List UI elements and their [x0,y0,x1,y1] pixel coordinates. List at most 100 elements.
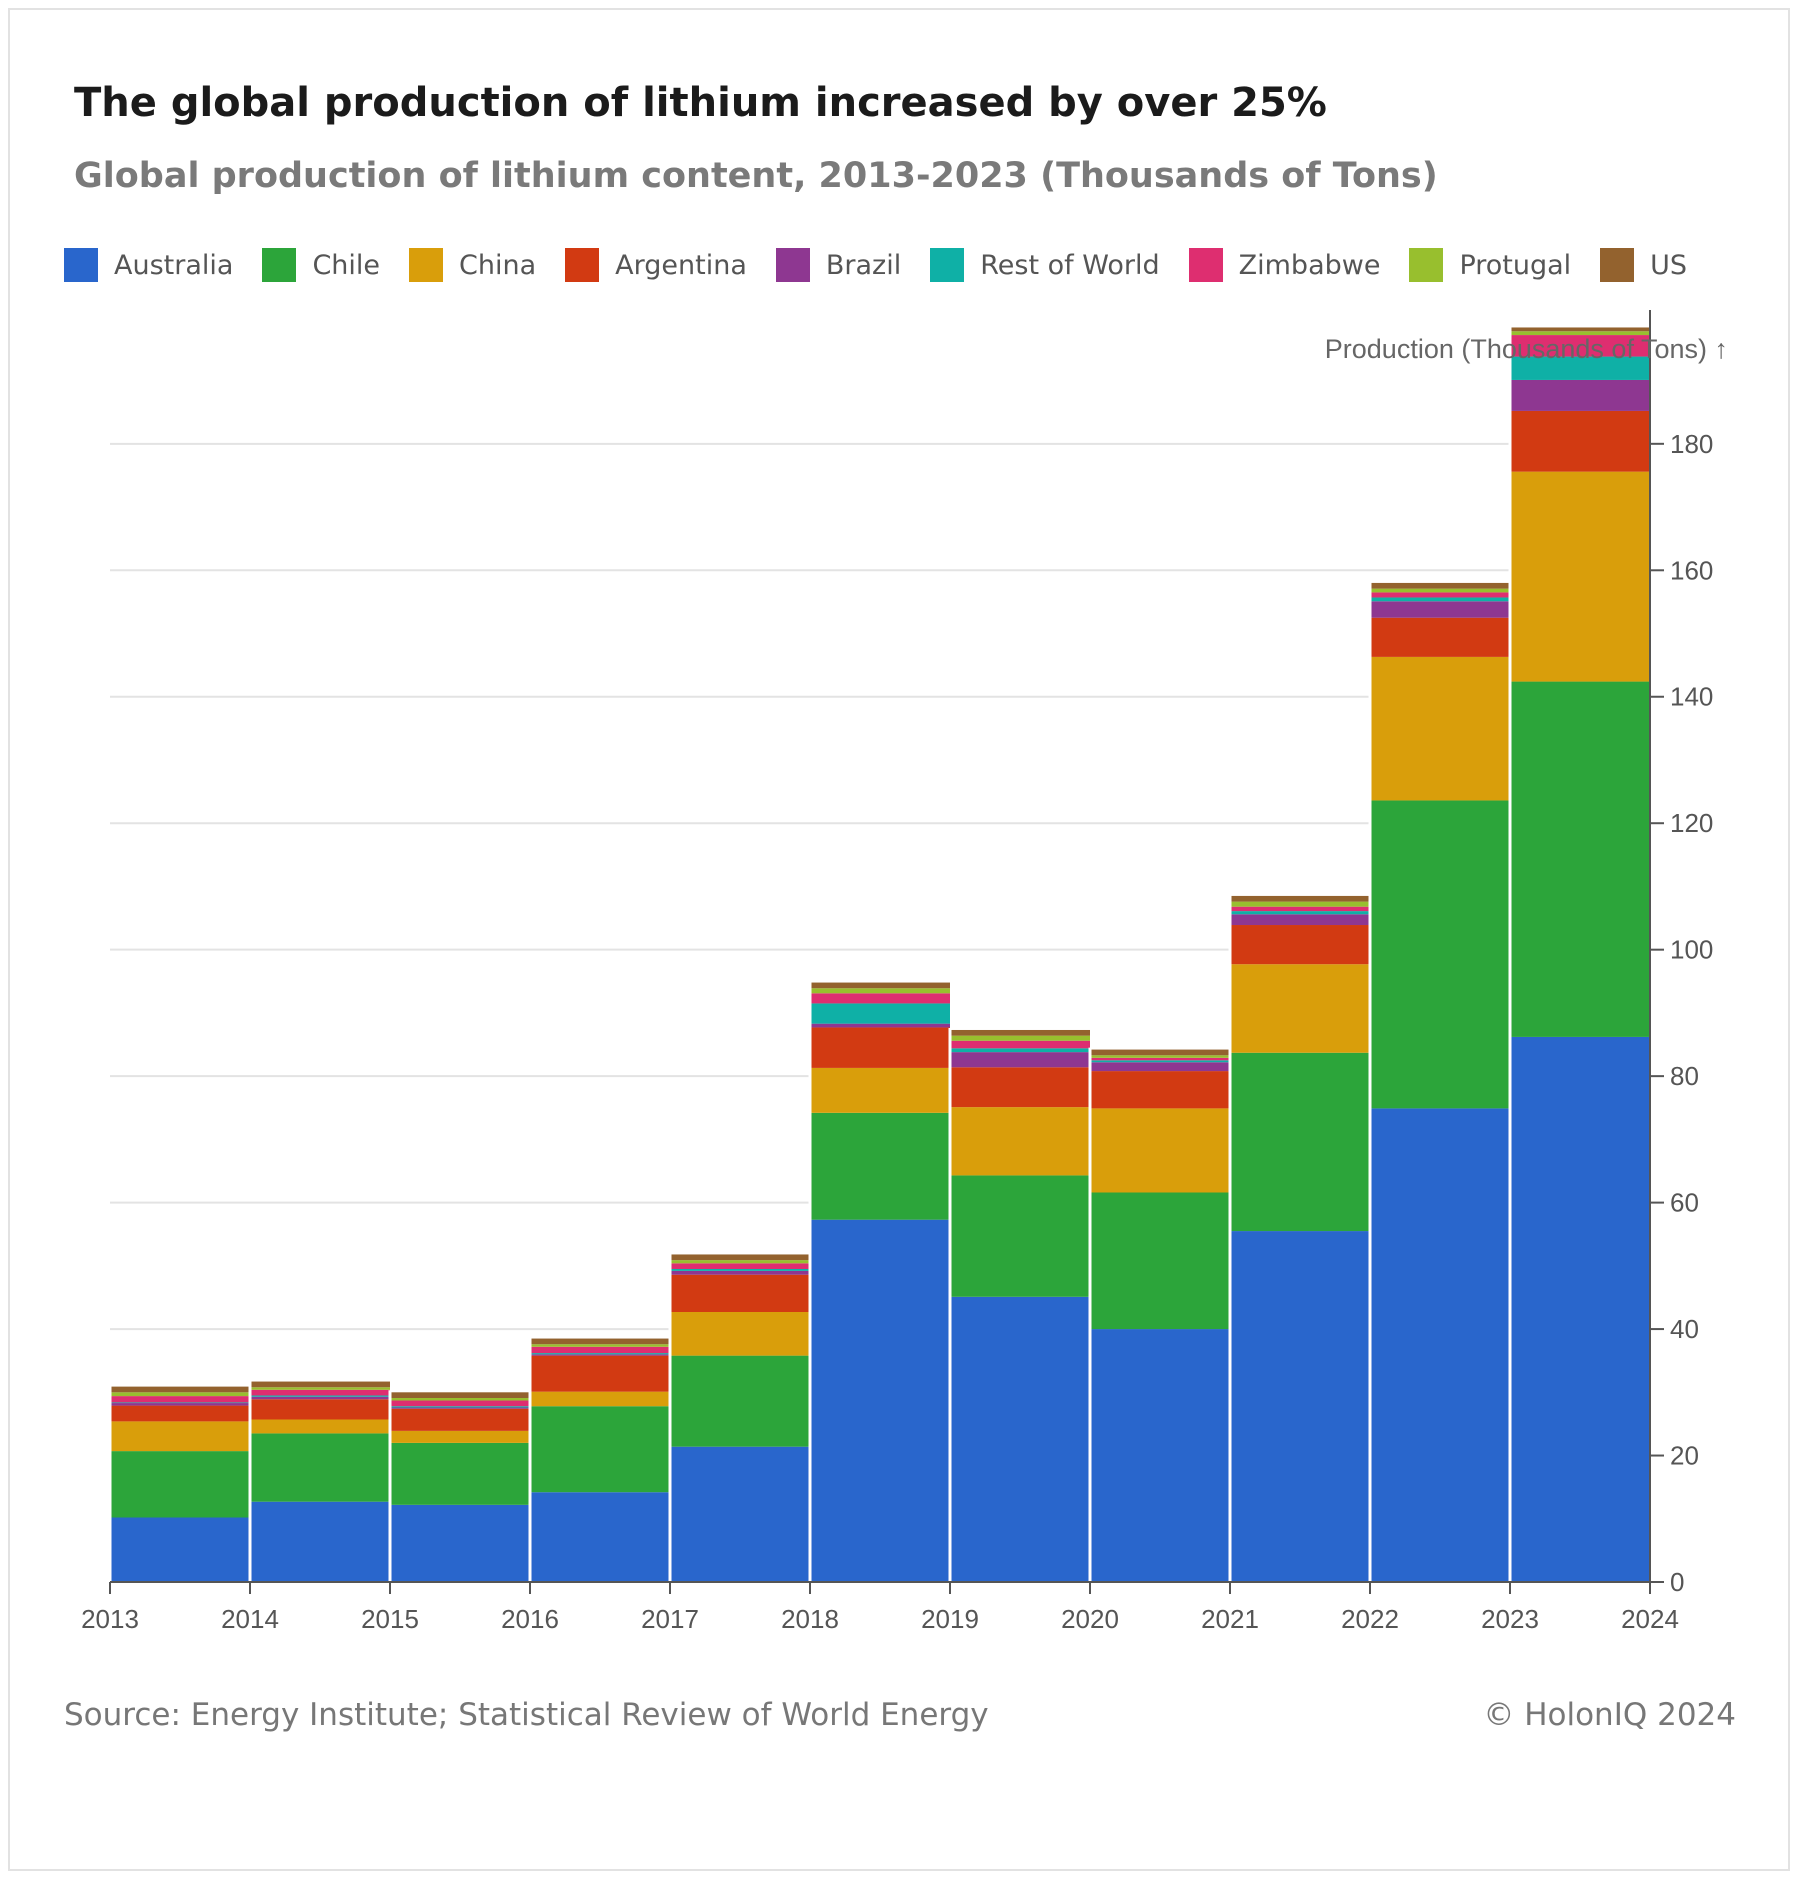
bar-segment-australia-2017[interactable] [670,1446,810,1582]
legend-item-us[interactable]: US [1600,248,1687,282]
bar-segment-protugal-2015[interactable] [390,1397,530,1401]
bar-segment-australia-2023[interactable] [1510,1036,1650,1582]
bar-segment-argentina-2014[interactable] [250,1399,390,1420]
bar-segment-zimbabwe-2023[interactable] [1510,335,1650,357]
bar-segment-zimbabwe-2015[interactable] [390,1400,530,1407]
bar-segment-protugal-2016[interactable] [530,1344,670,1347]
bar-segment-australia-2014[interactable] [250,1501,390,1582]
bar-segment-protugal-2022[interactable] [1370,588,1510,593]
bar-segment-argentina-2023[interactable] [1510,410,1650,472]
bar-segment-zimbabwe-2014[interactable] [250,1389,390,1396]
bar-segment-china-2015[interactable] [390,1430,530,1443]
bar-segment-australia-2015[interactable] [390,1504,530,1582]
bar-segment-protugal-2019[interactable] [950,1035,1090,1041]
bar-segment-rest-of-world-2018[interactable] [810,1003,950,1024]
bar-segment-rest-of-world-2017[interactable] [670,1269,810,1271]
bar-segment-china-2023[interactable] [1510,471,1650,682]
bar-segment-argentina-2013[interactable] [110,1405,250,1422]
bar-segment-australia-2016[interactable] [530,1492,670,1582]
legend-item-chile[interactable]: Chile [262,248,380,282]
bar-segment-chile-2020[interactable] [1090,1192,1230,1330]
bar-segment-australia-2021[interactable] [1230,1231,1370,1582]
legend-item-australia[interactable]: Australia [64,248,233,282]
bar-segment-protugal-2014[interactable] [250,1387,390,1390]
bar-segment-argentina-2018[interactable] [810,1027,950,1068]
bar-segment-argentina-2021[interactable] [1230,925,1370,965]
bar-segment-argentina-2019[interactable] [950,1067,1090,1108]
bar-segment-rest-of-world-2013[interactable] [110,1402,250,1404]
bar-segment-zimbabwe-2019[interactable] [950,1040,1090,1049]
bar-segment-brazil-2019[interactable] [950,1052,1090,1068]
bar-segment-chile-2013[interactable] [110,1451,250,1518]
bar-segment-chile-2016[interactable] [530,1406,670,1493]
bar-segment-argentina-2017[interactable] [670,1274,810,1312]
bar-segment-chile-2015[interactable] [390,1442,530,1505]
bar-segment-china-2017[interactable] [670,1311,810,1356]
bar-segment-rest-of-world-2019[interactable] [950,1048,1090,1053]
bar-segment-rest-of-world-2015[interactable] [390,1406,530,1408]
legend-item-rest-of-world[interactable]: Rest of World [930,248,1160,282]
bar-segment-china-2020[interactable] [1090,1108,1230,1193]
bar-segment-protugal-2013[interactable] [110,1392,250,1397]
bar-segment-australia-2020[interactable] [1090,1329,1230,1582]
bar-segment-argentina-2016[interactable] [530,1355,670,1392]
bar-segment-brazil-2015[interactable] [390,1407,530,1409]
bar-segment-australia-2013[interactable] [110,1517,250,1582]
bar-segment-zimbabwe-2013[interactable] [110,1396,250,1403]
bar-segment-argentina-2022[interactable] [1370,617,1510,657]
bar-segment-zimbabwe-2020[interactable] [1090,1057,1230,1061]
bar-segment-brazil-2016[interactable] [530,1354,670,1356]
bar-segment-chile-2017[interactable] [670,1355,810,1447]
bar-segment-australia-2022[interactable] [1370,1108,1510,1582]
bar-segment-zimbabwe-2016[interactable] [530,1346,670,1354]
bar-segment-argentina-2015[interactable] [390,1408,530,1431]
bar-segment-china-2019[interactable] [950,1107,1090,1176]
bar-segment-protugal-2020[interactable] [1090,1055,1230,1058]
bar-segment-rest-of-world-2016[interactable] [530,1353,670,1355]
bar-segment-us-2014[interactable] [250,1381,390,1388]
bar-segment-zimbabwe-2022[interactable] [1370,592,1510,598]
bar-segment-protugal-2018[interactable] [810,988,950,994]
bar-segment-china-2014[interactable] [250,1419,390,1434]
bar-segment-china-2022[interactable] [1370,656,1510,801]
bar-segment-brazil-2023[interactable] [1510,379,1650,411]
bar-segment-protugal-2021[interactable] [1230,901,1370,907]
bar-segment-zimbabwe-2021[interactable] [1230,906,1370,912]
bar-segment-zimbabwe-2017[interactable] [670,1263,810,1269]
bar-segment-chile-2018[interactable] [810,1112,950,1220]
bar-segment-us-2023[interactable] [1510,327,1650,332]
bar-segment-us-2020[interactable] [1090,1049,1230,1056]
bar-segment-chile-2023[interactable] [1510,681,1650,1037]
bar-segment-us-2013[interactable] [110,1386,250,1393]
bar-segment-protugal-2017[interactable] [670,1260,810,1264]
bar-segment-brazil-2020[interactable] [1090,1062,1230,1072]
bar-segment-us-2017[interactable] [670,1254,810,1261]
bar-segment-china-2021[interactable] [1230,964,1370,1053]
bar-segment-brazil-2017[interactable] [670,1270,810,1275]
bar-segment-us-2018[interactable] [810,982,950,989]
bar-segment-chile-2014[interactable] [250,1433,390,1502]
bar-segment-us-2019[interactable] [950,1029,1090,1036]
bar-segment-brazil-2021[interactable] [1230,914,1370,926]
bar-segment-argentina-2020[interactable] [1090,1071,1230,1109]
bar-segment-rest-of-world-2014[interactable] [250,1395,390,1397]
legend-item-argentina[interactable]: Argentina [565,248,747,282]
bar-segment-rest-of-world-2022[interactable] [1370,597,1510,602]
bar-segment-china-2018[interactable] [810,1067,950,1113]
legend-item-brazil[interactable]: Brazil [775,248,901,282]
bar-segment-brazil-2014[interactable] [250,1396,390,1400]
legend-item-zimbabwe[interactable]: Zimbabwe [1188,248,1380,282]
bar-segment-china-2013[interactable] [110,1421,250,1452]
bar-segment-zimbabwe-2018[interactable] [810,993,950,1004]
bar-segment-brazil-2018[interactable] [810,1023,950,1028]
bar-segment-chile-2021[interactable] [1230,1052,1370,1232]
bar-segment-chile-2019[interactable] [950,1175,1090,1297]
bar-segment-rest-of-world-2020[interactable] [1090,1060,1230,1063]
bar-segment-us-2022[interactable] [1370,582,1510,589]
bar-segment-us-2015[interactable] [390,1392,530,1398]
bar-segment-rest-of-world-2023[interactable] [1510,356,1650,380]
bar-segment-australia-2018[interactable] [810,1219,950,1582]
bar-segment-china-2016[interactable] [530,1391,670,1407]
bar-segment-rest-of-world-2021[interactable] [1230,911,1370,915]
bar-segment-chile-2022[interactable] [1370,800,1510,1109]
